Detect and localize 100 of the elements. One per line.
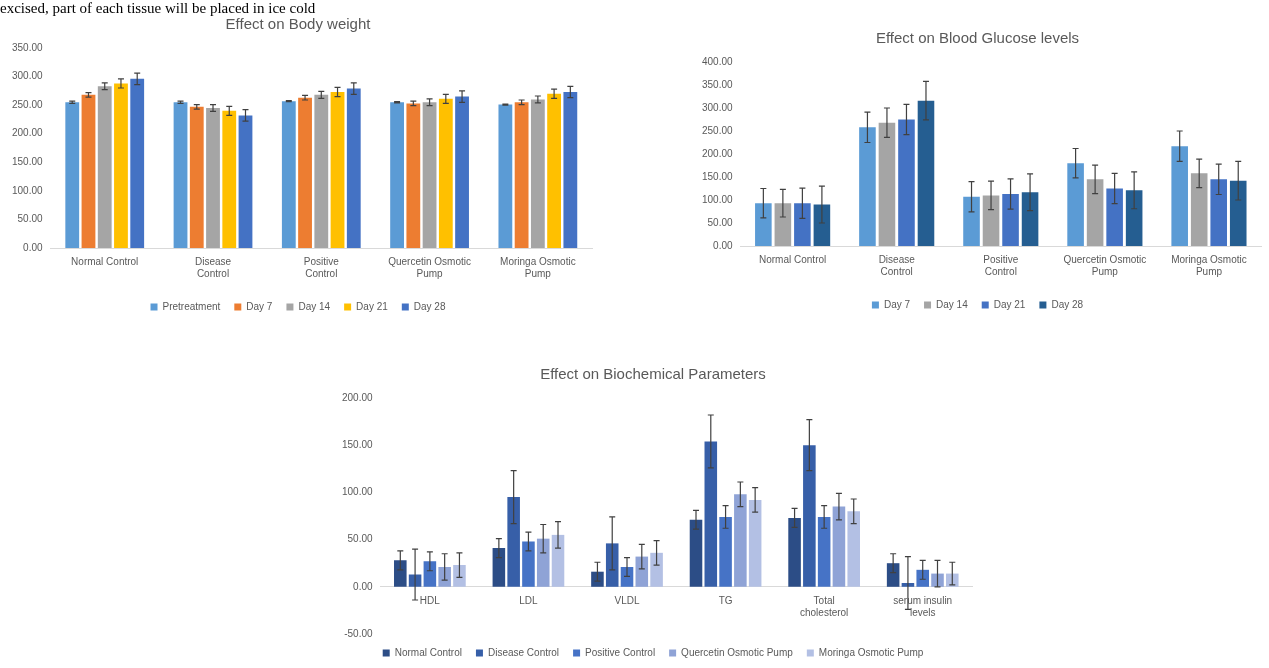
bar — [281, 101, 296, 248]
y-tick-label: 150.00 — [11, 156, 44, 168]
bar — [982, 195, 1000, 246]
bar — [689, 519, 703, 587]
y-tick-label: 100.00 — [11, 184, 44, 196]
bar — [551, 534, 565, 587]
legend-label: Quercetin Osmotic Pump — [681, 646, 794, 658]
x-tick-label: Quercetin Osmotic Pump — [1063, 253, 1147, 277]
x-tick-label: Moringa Osmotic Pump — [1171, 253, 1247, 277]
bar — [794, 203, 811, 246]
legend-label: Normal Control — [394, 646, 462, 658]
bar — [130, 78, 145, 248]
bar — [755, 203, 772, 246]
bar — [1190, 173, 1208, 246]
bar — [81, 94, 96, 248]
y-tick-label: 50.00 — [347, 533, 374, 545]
legend-label: Day 14 — [298, 300, 331, 312]
bar — [774, 203, 792, 246]
bar — [514, 102, 529, 248]
bar — [917, 100, 935, 246]
x-tick-label: Disease Control — [194, 255, 232, 279]
x-tick-label: Positive Control — [983, 253, 1019, 277]
bar — [238, 115, 253, 248]
bar — [298, 97, 312, 248]
bar — [817, 516, 831, 587]
chart-title: Effect on Biochemical Parameters — [540, 365, 766, 383]
bar — [536, 538, 550, 587]
y-tick-label: 150.00 — [341, 438, 374, 450]
bar — [704, 441, 718, 587]
y-tick-label: 250.00 — [11, 98, 44, 110]
chart-title: Effect on Body weight — [225, 15, 372, 33]
legend-label: Day 21 — [993, 298, 1026, 310]
bar — [563, 92, 578, 248]
bar — [394, 560, 407, 587]
legend-label: Day 14 — [936, 298, 969, 310]
y-tick-label: 0.00 — [713, 239, 734, 251]
bar — [788, 517, 801, 587]
x-tick-label: Total cholesterol — [799, 594, 849, 618]
bar — [390, 102, 404, 248]
legend-label: Positive Control — [585, 646, 656, 658]
bar — [1021, 192, 1039, 246]
y-tick-label: -50.00 — [344, 627, 374, 639]
bar — [522, 541, 535, 587]
bar — [314, 94, 329, 248]
bar — [1086, 179, 1104, 246]
bar — [65, 102, 80, 248]
bar — [803, 445, 816, 587]
legend-label: Disease Control — [487, 646, 560, 658]
bar — [455, 96, 469, 248]
bar — [453, 565, 466, 587]
bar — [498, 104, 513, 248]
bar — [878, 122, 896, 246]
bar — [492, 548, 506, 587]
bar — [423, 561, 437, 587]
bar — [222, 110, 237, 248]
bar — [1229, 180, 1247, 246]
bar — [650, 552, 663, 587]
y-tick-label: 0.00 — [23, 241, 44, 253]
legend-label: Day 7 — [883, 298, 911, 310]
x-tick-label: TG — [718, 594, 733, 606]
y-tick-label: 200.00 — [11, 127, 44, 139]
bar — [346, 88, 361, 248]
legend-label: Moringa Osmotic Pump — [818, 646, 924, 658]
bar — [748, 499, 762, 587]
y-tick-label: 0.00 — [353, 580, 374, 592]
bar — [832, 506, 846, 587]
x-tick-label: Disease Control — [878, 253, 916, 277]
y-tick-label: 200.00 — [701, 147, 734, 159]
bar — [1171, 146, 1188, 246]
bar — [1210, 179, 1228, 246]
bar — [1067, 163, 1084, 246]
legend-label: Day 7 — [246, 300, 273, 312]
x-tick-label: VLDL — [614, 594, 640, 606]
legend-label: Day 21 — [356, 300, 389, 312]
y-tick-label: 250.00 — [701, 124, 734, 136]
y-tick-label: 50.00 — [17, 213, 44, 225]
bar — [1002, 194, 1019, 246]
chart-title: Effect on Blood Glucose levels — [875, 29, 1080, 47]
x-tick-label: Quercetin Osmotic Pump — [388, 255, 471, 279]
bar — [438, 566, 451, 587]
bar — [605, 543, 619, 587]
y-tick-label: 300.00 — [11, 70, 44, 82]
bar — [422, 102, 437, 248]
bar — [206, 108, 220, 248]
bar — [330, 92, 345, 248]
bar — [530, 99, 545, 248]
y-tick-label: 50.00 — [707, 216, 734, 228]
bar — [847, 511, 860, 587]
bar — [114, 83, 128, 248]
bar — [547, 93, 561, 248]
bar — [406, 103, 421, 248]
bar — [898, 119, 915, 246]
x-tick-label: Moringa Osmotic Pump — [500, 255, 576, 279]
y-tick-label: 100.00 — [341, 486, 374, 498]
y-tick-label: 300.00 — [701, 101, 734, 113]
x-tick-label: Positive Control — [303, 255, 340, 279]
legend-label: Day 28 — [1051, 298, 1084, 310]
bar — [719, 516, 732, 587]
x-tick-label: LDL — [519, 594, 539, 606]
bar — [97, 86, 112, 248]
